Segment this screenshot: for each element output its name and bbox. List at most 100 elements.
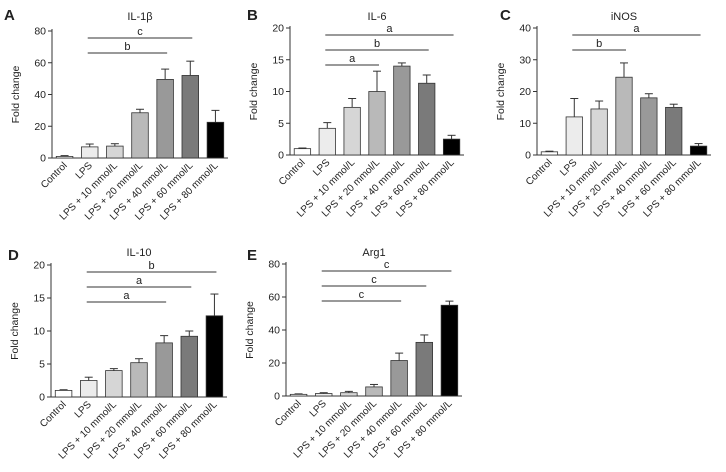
chart-title: IL-10 [126, 247, 151, 259]
chart-title: IL-6 [368, 11, 387, 23]
category-label: Control [38, 399, 69, 430]
bar [415, 341, 433, 397]
bar [340, 392, 358, 397]
y-axis-label: Fold change [9, 302, 21, 360]
y-tick-label: 40 [519, 23, 531, 35]
significance-label: a [136, 275, 143, 287]
significance-label: b [596, 38, 602, 50]
bar [418, 82, 436, 156]
bar [55, 156, 74, 159]
bar [442, 138, 461, 156]
bar [155, 342, 173, 398]
bar [615, 76, 633, 156]
bar [390, 360, 408, 397]
y-tick-label: 15 [272, 54, 284, 66]
bar [315, 393, 333, 397]
bar [289, 393, 308, 397]
category-label: Control [273, 398, 304, 429]
y-tick-label: 20 [272, 23, 284, 35]
bar [590, 108, 608, 156]
panel-letter: B [247, 7, 258, 24]
y-axis-label: Fold change [10, 65, 22, 123]
category-label: Control [277, 157, 308, 188]
bar [180, 335, 198, 398]
bar [130, 362, 148, 398]
bar [393, 65, 411, 156]
category-label: LPS [74, 160, 95, 181]
bar [689, 145, 708, 156]
significance-label: c [359, 289, 365, 301]
y-tick-label: 0 [525, 150, 531, 162]
y-tick-label: 20 [33, 260, 45, 272]
bar [81, 146, 99, 159]
significance-label: b [124, 41, 130, 53]
bar [156, 79, 174, 159]
y-tick-label: 5 [39, 359, 45, 371]
category-label: LPS [73, 399, 94, 420]
y-tick-label: 20 [519, 86, 531, 98]
y-tick-label: 0 [40, 153, 46, 165]
significance-label: a [633, 23, 640, 35]
bar [365, 386, 383, 397]
bar [293, 148, 312, 156]
chart-title: Arg1 [362, 247, 385, 259]
bar [440, 304, 459, 397]
y-tick-label: 10 [519, 118, 531, 130]
category-label: LPS [308, 398, 329, 419]
bar [540, 151, 559, 156]
bar [205, 315, 224, 398]
panel-letter: E [247, 247, 257, 264]
significance-label: c [371, 274, 377, 286]
bar [80, 380, 98, 398]
significance-label: b [374, 38, 380, 50]
bar [131, 112, 149, 159]
bar [343, 106, 361, 156]
bar [105, 370, 123, 398]
significance-label: b [149, 260, 155, 272]
significance-label: a [123, 290, 130, 302]
category-label: Control [39, 160, 70, 191]
y-tick-label: 10 [272, 86, 284, 98]
y-tick-label: 60 [34, 57, 46, 69]
significance-label: c [137, 26, 143, 38]
panel-letter: A [4, 7, 15, 24]
y-tick-label: 20 [268, 358, 280, 370]
y-tick-label: 20 [34, 121, 46, 133]
significance-label: a [386, 23, 393, 35]
bar [665, 106, 683, 156]
bar [640, 97, 658, 156]
y-tick-label: 0 [39, 392, 45, 404]
y-axis-label: Fold change [248, 62, 260, 120]
y-axis-label: Fold change [244, 301, 256, 359]
bar [181, 75, 199, 159]
bar [106, 145, 124, 159]
y-tick-label: 30 [519, 54, 531, 66]
significance-label: c [384, 259, 390, 271]
bar [565, 116, 583, 156]
y-tick-label: 0 [274, 391, 280, 403]
y-tick-label: 15 [33, 293, 45, 305]
category-label: Control [524, 157, 555, 188]
category-label: LPS [311, 157, 332, 178]
y-tick-label: 80 [34, 26, 46, 38]
y-tick-label: 80 [268, 259, 280, 271]
y-tick-label: 10 [33, 326, 45, 338]
y-axis-label: Fold change [495, 62, 507, 120]
significance-label: a [349, 53, 356, 65]
y-tick-label: 5 [278, 118, 284, 130]
bar [54, 389, 73, 398]
y-tick-label: 60 [268, 292, 280, 304]
panel-letter: C [500, 7, 511, 24]
chart-title: iNOS [611, 11, 637, 23]
y-tick-label: 40 [268, 325, 280, 337]
chart-title: IL-1β [127, 11, 152, 23]
y-tick-label: 40 [34, 89, 46, 101]
y-tick-label: 0 [278, 150, 284, 162]
bar [206, 121, 225, 159]
category-label: LPS [558, 157, 579, 178]
